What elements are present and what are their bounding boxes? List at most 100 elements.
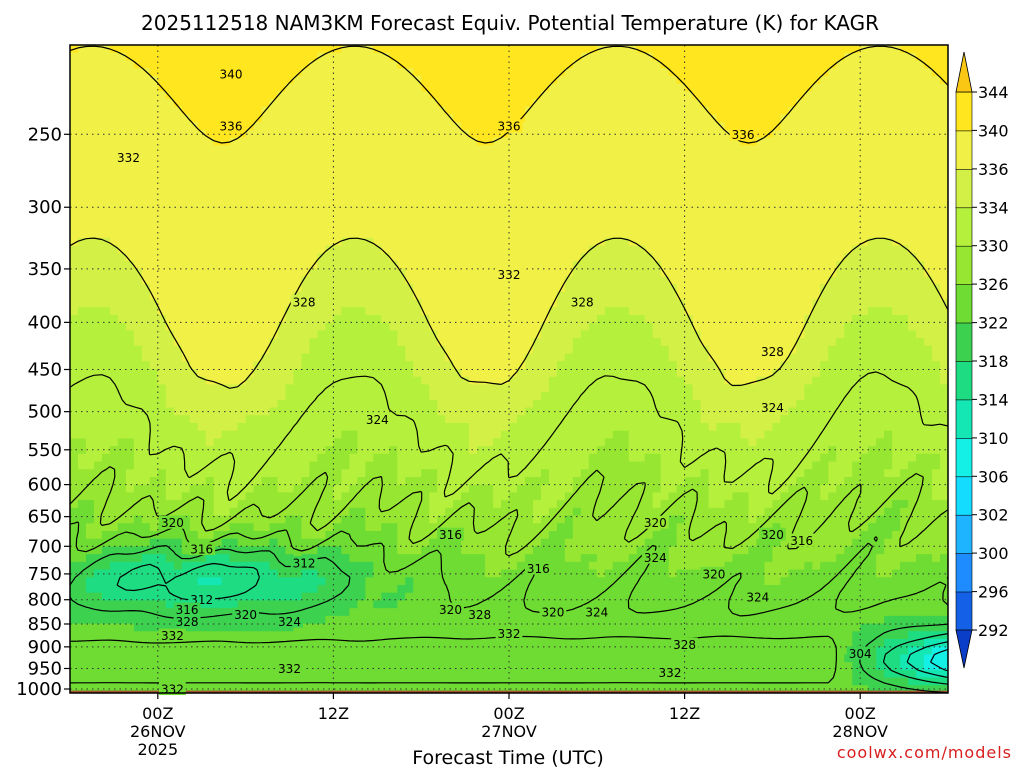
field-cell [501,315,510,324]
field-cell [165,345,175,355]
field-cell [628,384,638,393]
field-cell [844,83,853,92]
field-cell [70,268,79,278]
field-cell [293,91,303,100]
field-cell [540,338,550,347]
field-cell [85,261,95,270]
field-cell [780,214,789,224]
field-cell [429,276,438,285]
field-cell [868,245,877,254]
field-cell [245,384,255,393]
field-cell [636,322,646,332]
field-cell [700,160,710,170]
field-cell [509,129,518,139]
field-cell [141,392,151,401]
field-cell [740,361,750,370]
field-cell [604,376,614,386]
field-cell [668,330,678,339]
field-cell [604,183,614,193]
field-cell [684,137,694,146]
field-cell [117,45,127,54]
field-cell [141,284,151,293]
field-cell [173,299,183,308]
field-cell [892,199,901,208]
field-cell [397,129,406,139]
field-cell [461,91,470,100]
field-cell [740,60,750,69]
field-cell [445,338,454,347]
field-cell [173,214,183,224]
field-cell [620,45,630,54]
field-cell [269,345,279,355]
field-cell [636,261,646,270]
field-cell [580,253,590,262]
field-cell [604,345,614,355]
field-cell [197,191,207,200]
field-cell [493,369,502,378]
field-cell [221,322,231,332]
field-cell [756,68,766,77]
field-cell [285,145,295,154]
field-cell [668,199,678,208]
field-cell [564,114,574,123]
field-cell [485,322,494,332]
field-cell [157,237,167,247]
field-cell [173,153,183,162]
field-cell [189,291,199,301]
field-cell [429,214,438,224]
field-cell [413,299,422,308]
field-cell [405,183,414,193]
field-cell [740,291,750,301]
field-cell [540,129,550,139]
field-cell [828,106,837,116]
field-cell [932,176,941,185]
field-cell [197,75,207,85]
field-cell [373,322,382,332]
field-cell [732,245,742,254]
field-cell [660,207,670,216]
field-cell [644,68,654,77]
field-cell [429,191,438,200]
field-cell [700,345,710,355]
field-cell [692,160,702,170]
field-cell [516,106,526,116]
field-cell [77,253,87,262]
field-cell [596,330,606,339]
field-cell [524,338,534,347]
field-cell [612,99,622,108]
field-cell [540,222,550,231]
field-cell [828,237,837,247]
field-cell [828,137,837,146]
field-cell [724,145,734,154]
field-cell [524,330,534,339]
field-cell [836,114,845,123]
field-cell [580,322,590,332]
field-cell [532,91,542,100]
field-cell [389,245,398,254]
field-cell [485,183,494,193]
field-cell [868,299,877,308]
field-cell [317,168,327,177]
field-cell [237,261,247,270]
field-cell [732,237,742,247]
field-cell [924,45,933,54]
field-cell [221,91,231,100]
field-cell [349,168,358,177]
field-cell [509,114,518,123]
field-cell [133,214,143,224]
field-cell [644,345,654,355]
field-cell [453,91,462,100]
field-cell [509,307,518,316]
field-cell [357,114,366,123]
field-cell [309,106,319,116]
field-cell [588,384,598,393]
field-cell [181,284,191,293]
field-cell [285,245,295,254]
field-cell [181,214,191,224]
field-cell [620,129,630,139]
field-cell [588,83,598,92]
field-cell [684,369,694,378]
field-cell [804,191,813,200]
field-cell [325,245,334,254]
field-cell [700,299,710,308]
